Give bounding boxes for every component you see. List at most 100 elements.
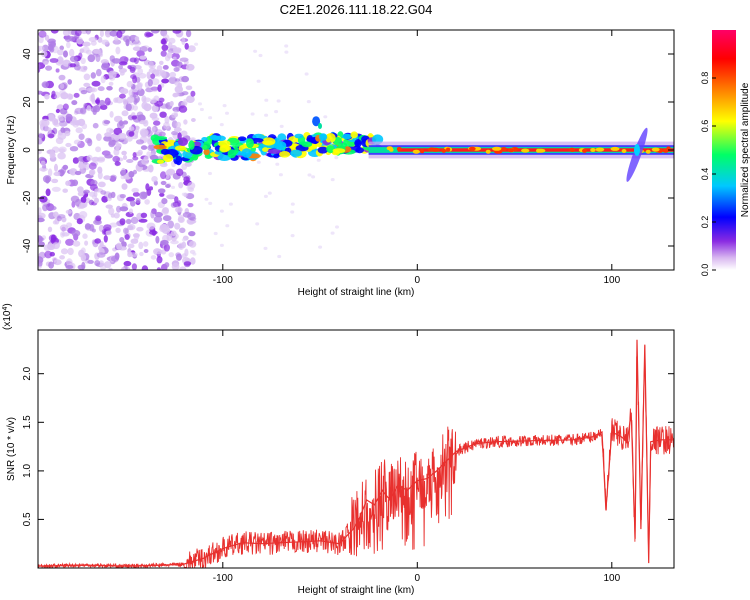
ridge-blob (262, 137, 276, 146)
noise-dot (172, 56, 177, 60)
noise-dot (94, 238, 101, 244)
noise-dot (61, 232, 70, 237)
noise-dot (150, 255, 157, 260)
noise-dot (154, 249, 163, 255)
noise-dot (109, 128, 114, 134)
noise-dot (92, 108, 97, 115)
noise-dot (41, 167, 46, 172)
band-node (492, 146, 502, 151)
noise-dot (119, 237, 125, 243)
noise-dot (330, 231, 335, 235)
noise-dot (173, 112, 179, 118)
noise-dot (116, 242, 123, 250)
noise-dot (164, 262, 170, 268)
noise-dot (179, 266, 187, 270)
noise-dot (131, 115, 138, 120)
noise-dot (166, 194, 176, 200)
noise-dot (225, 111, 229, 115)
noise-dot (66, 41, 71, 49)
noise-dot (194, 42, 199, 46)
bot-x-tick-label: -100 (213, 573, 233, 584)
band-node (420, 149, 425, 154)
noise-dot (110, 174, 117, 181)
noise-dot (145, 32, 154, 37)
noise-dot (171, 130, 179, 136)
noise-dot (121, 150, 127, 156)
ridge-blob (237, 136, 247, 141)
snr-scale-exponent: 4 (2, 307, 9, 311)
noise-dot (129, 57, 137, 63)
noise-dot (156, 267, 161, 270)
noise-dot (83, 73, 91, 81)
band-node (500, 147, 508, 152)
noise-dot (225, 224, 230, 228)
noise-dot (61, 217, 67, 223)
noise-dot (290, 210, 295, 214)
noise-dot (253, 49, 258, 53)
noise-dot (132, 46, 142, 52)
noise-dot (108, 81, 114, 86)
top-y-tick-label: 40 (22, 48, 33, 60)
ridge-blob (203, 148, 210, 156)
noise-dot (55, 137, 64, 145)
noise-dot (311, 175, 316, 179)
snr-frame (37, 329, 675, 569)
colorbar-gradient (712, 30, 736, 270)
noise-dot (38, 149, 42, 155)
noise-dot (150, 86, 159, 93)
noise-dot (166, 233, 173, 242)
noise-dot (191, 118, 196, 122)
noise-dot (99, 99, 105, 106)
ridge-blob (219, 144, 230, 153)
noise-dot (103, 175, 111, 180)
noise-dot (87, 54, 96, 63)
noise-dot (85, 137, 92, 144)
noise-dot (123, 227, 129, 234)
noise-dot (106, 86, 113, 91)
noise-dot (91, 98, 96, 103)
noise-dot (177, 200, 182, 207)
noise-dot (178, 242, 185, 250)
noise-dot (157, 84, 162, 92)
noise-dot (112, 155, 120, 163)
noise-dot (181, 37, 186, 45)
noise-dot (318, 245, 323, 249)
noise-dot (38, 45, 45, 51)
noise-dot (91, 156, 100, 162)
band-node (651, 147, 660, 152)
noise-dot (87, 259, 94, 264)
noise-dot (138, 241, 144, 250)
noise-dot (115, 46, 121, 55)
noise-dot (73, 92, 80, 98)
noise-dot (50, 30, 59, 34)
noise-dot (173, 110, 178, 114)
noise-dot (173, 92, 180, 97)
noise-dot (160, 180, 167, 186)
colorbar-tick-label: 0.4 (700, 168, 710, 181)
noise-dot (177, 82, 183, 89)
noise-dot (304, 72, 309, 76)
noise-dot (165, 184, 171, 188)
noise-dot (80, 90, 88, 95)
noise-dot (162, 65, 169, 70)
noise-dot (198, 102, 202, 106)
noise-dot (120, 88, 129, 95)
noise-dot (264, 113, 269, 117)
spectrogram-plot: -100 0 100 -40 -20 0 20 40 Height of straight l… (6, 29, 675, 298)
noise-dot (108, 207, 115, 216)
noise-dot (127, 96, 135, 103)
noise-dot (316, 158, 321, 162)
noise-dot (140, 129, 148, 138)
band-node (521, 148, 530, 153)
noise-dot (125, 103, 132, 111)
noise-dot (163, 243, 170, 252)
noise-dot (183, 119, 188, 125)
noise-dot (170, 240, 179, 245)
noise-dot (69, 146, 79, 152)
noise-dot (76, 37, 84, 45)
noise-dot (119, 56, 129, 64)
noise-dot (208, 171, 212, 176)
noise-dot (50, 149, 55, 157)
noise-dot (121, 110, 129, 117)
noise-dot (47, 168, 53, 177)
